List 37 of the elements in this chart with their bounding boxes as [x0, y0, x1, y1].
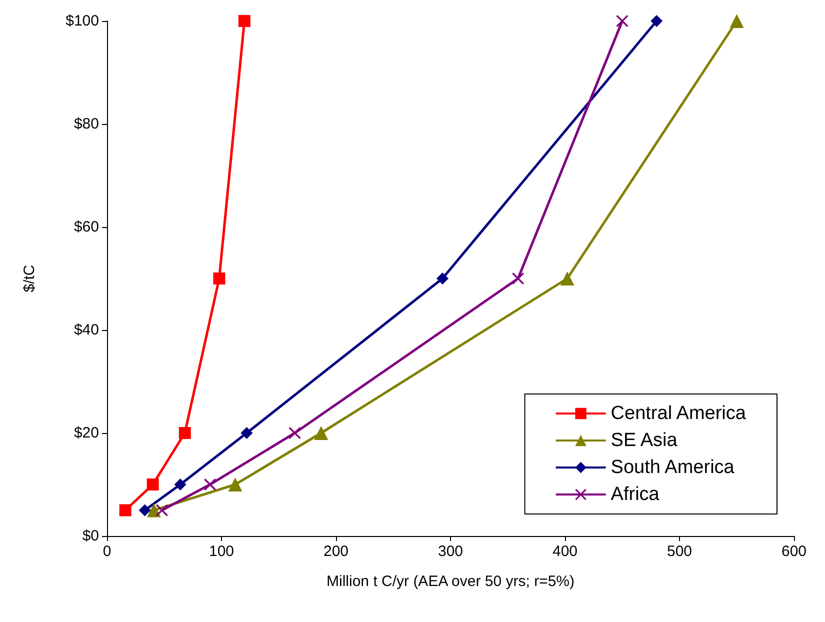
point: [512, 272, 524, 284]
y-tick-label: $80: [74, 116, 99, 132]
y-tick-label: $60: [74, 218, 99, 236]
y-axis-title: $/tC: [21, 264, 38, 292]
point: [228, 478, 242, 492]
legend-label: Central America: [610, 403, 746, 424]
x-tick-label: 400: [552, 543, 578, 560]
point: [560, 272, 574, 286]
x-axis-title: Million t C/yr (AEA over 50 yrs; r=5%): [326, 573, 574, 590]
x-tick-label: 100: [208, 543, 234, 560]
point: [156, 504, 168, 516]
point: [238, 15, 250, 27]
point: [213, 272, 226, 284]
point: [146, 478, 159, 490]
x-tick-label: 500: [666, 543, 692, 560]
x-tick-label: 300: [438, 543, 464, 560]
point: [174, 478, 186, 490]
point: [436, 272, 448, 284]
y-tick-label: $20: [74, 424, 99, 442]
y-tick-label: $0: [82, 528, 99, 544]
point: [730, 14, 744, 28]
point: [650, 15, 663, 27]
point: [178, 427, 191, 439]
y-tick-label: $100: [66, 12, 99, 30]
x-tick-label: 200: [323, 543, 349, 560]
x-tick-label: 600: [781, 543, 807, 560]
point: [204, 478, 216, 490]
legend-label: South America: [610, 457, 735, 478]
y-tick-label: $40: [74, 322, 99, 338]
legend-label: Africa: [610, 484, 660, 505]
point: [119, 504, 132, 516]
point: [240, 427, 253, 439]
point: [146, 503, 161, 518]
x-tick-label: 0: [102, 543, 112, 560]
legend-label: SE Asia: [610, 430, 678, 451]
point: [314, 426, 328, 440]
point: [138, 504, 151, 516]
